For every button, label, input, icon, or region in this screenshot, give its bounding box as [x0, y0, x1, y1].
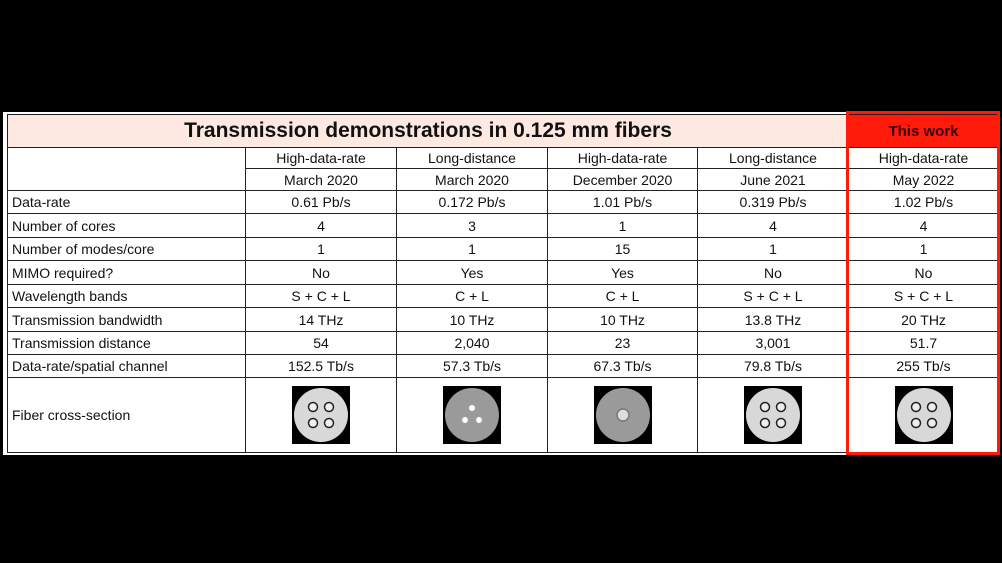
column-date: March 2020 [245, 168, 397, 191]
column-type: High-data-rate [245, 147, 397, 169]
row-label: Number of modes/core [7, 237, 246, 261]
row-label: Number of cores [7, 213, 246, 238]
value-cell: 4 [697, 213, 849, 238]
column-date: June 2021 [697, 168, 849, 191]
row-label: Transmission bandwidth [7, 307, 246, 332]
value-cell: Yes [547, 260, 698, 285]
value-cell: 3 [396, 213, 548, 238]
column-type: Long-distance [396, 147, 548, 169]
value-cell: 0.61 Pb/s [245, 190, 397, 214]
table-panel [3, 112, 1000, 455]
value-cell: 1.01 Pb/s [547, 190, 698, 214]
row-label: Data-rate/spatial channel [7, 354, 246, 378]
value-cell: 10 THz [396, 307, 548, 332]
value-cell: No [697, 260, 849, 285]
fiber-image [443, 386, 501, 444]
value-cell: C + L [396, 284, 548, 308]
value-cell: 67.3 Tb/s [547, 354, 698, 378]
value-cell: 2,040 [396, 331, 548, 355]
value-cell: 0.319 Pb/s [697, 190, 849, 214]
row-label: Fiber cross-section [7, 377, 246, 453]
value-cell: 152.5 Tb/s [245, 354, 397, 378]
image-cell [547, 377, 698, 453]
value-cell: 3,001 [697, 331, 849, 355]
table-title: Transmission demonstrations in 0.125 mm … [7, 114, 849, 148]
column-date: March 2020 [396, 168, 548, 191]
value-cell: 1 [697, 237, 849, 261]
value-cell: 15 [547, 237, 698, 261]
highlight-frame [846, 111, 1000, 455]
value-cell: C + L [547, 284, 698, 308]
fiber-image [593, 386, 652, 444]
column-type: High-data-rate [547, 147, 698, 169]
value-cell: 10 THz [547, 307, 698, 332]
value-cell: 14 THz [245, 307, 397, 332]
value-cell: S + C + L [245, 284, 397, 308]
row-label: Data-rate [7, 190, 246, 214]
fiber-image [894, 386, 953, 444]
value-cell: Yes [396, 260, 548, 285]
value-cell: 57.3 Tb/s [396, 354, 548, 378]
image-cell [245, 377, 397, 453]
row-label: Wavelength bands [7, 284, 246, 308]
corner-cell [7, 147, 246, 191]
column-date: December 2020 [547, 168, 698, 191]
fiber-image [292, 386, 350, 444]
fiber-image [744, 386, 802, 444]
value-cell: No [245, 260, 397, 285]
row-label: Transmission distance [7, 331, 246, 355]
value-cell: 0.172 Pb/s [396, 190, 548, 214]
row-label: MIMO required? [7, 260, 246, 285]
value-cell: 79.8 Tb/s [697, 354, 849, 378]
value-cell: 54 [245, 331, 397, 355]
value-cell: 23 [547, 331, 698, 355]
value-cell: 1 [396, 237, 548, 261]
value-cell: 1 [245, 237, 397, 261]
column-type: Long-distance [697, 147, 849, 169]
value-cell: 1 [547, 213, 698, 238]
value-cell: 13.8 THz [697, 307, 849, 332]
image-cell [396, 377, 548, 453]
value-cell: 4 [245, 213, 397, 238]
image-cell [697, 377, 849, 453]
value-cell: S + C + L [697, 284, 849, 308]
